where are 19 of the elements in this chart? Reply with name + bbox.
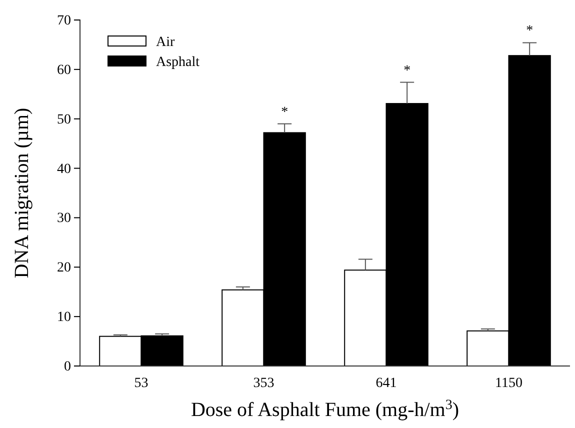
y-tick-label: 70 bbox=[57, 13, 71, 28]
x-tick-label: 1150 bbox=[495, 376, 522, 392]
y-axis-title: DNA migration (µm) bbox=[11, 108, 33, 278]
x-axis-title: Dose of Asphalt Fume (mg-h/m$^{3}$) bbox=[190, 398, 460, 421]
x-tick-label: 353 bbox=[253, 376, 274, 392]
y-tick-label: 30 bbox=[57, 211, 71, 226]
y-tick-label: 50 bbox=[57, 112, 71, 128]
annotation: * bbox=[404, 63, 411, 78]
y-tick-label: 10 bbox=[57, 310, 71, 326]
y-tick-label: 0 bbox=[64, 359, 71, 374]
y-tick-label: 40 bbox=[57, 162, 71, 177]
x-tick-label: 53 bbox=[134, 376, 148, 392]
y-tick-label: 60 bbox=[57, 62, 71, 78]
legend-label: Air bbox=[156, 35, 175, 50]
x-tick-label: 641 bbox=[376, 376, 397, 392]
y-tick-label: 20 bbox=[57, 260, 71, 276]
annotation: * bbox=[526, 24, 534, 39]
annotation: * bbox=[281, 104, 288, 120]
legend-label: Asphalt bbox=[156, 55, 200, 70]
